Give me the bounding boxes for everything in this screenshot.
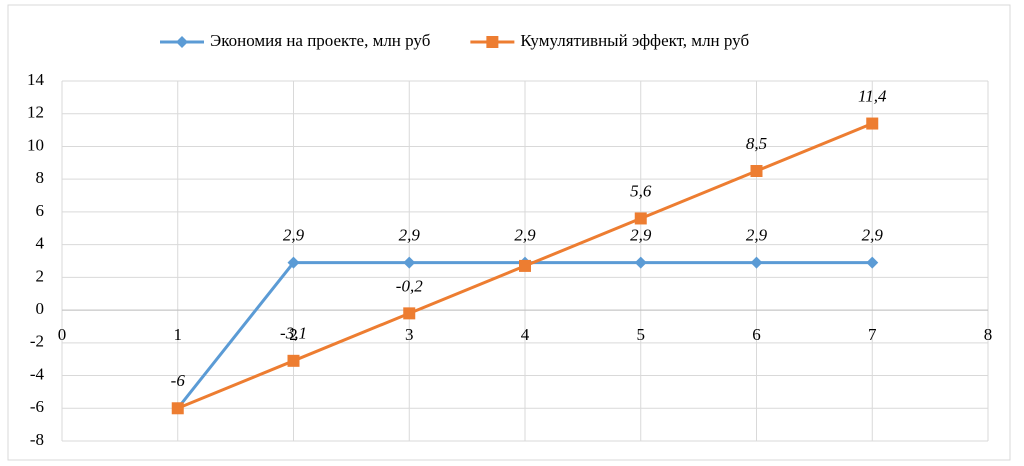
y-tick-label: -4 bbox=[30, 364, 45, 383]
data-label: 2,9 bbox=[514, 226, 536, 245]
chart-frame bbox=[7, 4, 1011, 461]
data-label: 11,4 bbox=[858, 86, 887, 105]
data-label: 8,5 bbox=[746, 134, 767, 153]
marker bbox=[634, 212, 647, 225]
data-label: 2,9 bbox=[862, 226, 884, 245]
marker bbox=[750, 256, 763, 269]
marker bbox=[866, 117, 879, 130]
marker bbox=[403, 256, 416, 269]
x-tick-label: 8 bbox=[984, 325, 993, 344]
data-label: -0,2 bbox=[396, 276, 423, 295]
marker bbox=[403, 307, 416, 320]
x-tick-label: 2 bbox=[289, 325, 298, 344]
y-tick-label: -2 bbox=[30, 332, 44, 351]
y-tick-label: 6 bbox=[36, 201, 45, 220]
data-label: 2,9 bbox=[283, 226, 305, 245]
x-tick-label: 0 bbox=[58, 325, 67, 344]
y-tick-label: 14 bbox=[27, 70, 45, 89]
marker bbox=[866, 256, 879, 269]
y-tick-label: 12 bbox=[27, 103, 44, 122]
marker bbox=[176, 36, 188, 48]
marker bbox=[486, 36, 499, 48]
x-tick-label: 1 bbox=[174, 325, 183, 344]
marker bbox=[287, 256, 300, 269]
y-tick-label: 0 bbox=[36, 299, 45, 318]
x-tick-label: 6 bbox=[752, 325, 761, 344]
x-tick-label: 4 bbox=[521, 325, 530, 344]
data-label: -6 bbox=[171, 371, 186, 390]
marker bbox=[634, 256, 647, 269]
marker bbox=[171, 402, 184, 415]
data-label: 5,6 bbox=[630, 181, 652, 200]
x-tick-label: 5 bbox=[637, 325, 646, 344]
y-tick-label: -6 bbox=[30, 397, 44, 416]
marker bbox=[287, 354, 300, 367]
y-tick-label: 8 bbox=[36, 168, 45, 187]
data-label: 2,9 bbox=[746, 226, 768, 245]
y-tick-label: 10 bbox=[27, 135, 44, 154]
data-label: 2,9 bbox=[399, 226, 421, 245]
marker bbox=[750, 165, 763, 177]
legend-label: Экономия на проекте, млн руб bbox=[210, 31, 430, 50]
x-tick-label: 7 bbox=[868, 325, 877, 344]
y-tick-label: -8 bbox=[30, 430, 44, 449]
y-tick-label: 4 bbox=[36, 234, 45, 253]
y-tick-label: 2 bbox=[36, 266, 45, 285]
data-label: -3,1 bbox=[280, 324, 307, 343]
data-label: 2,9 bbox=[630, 226, 652, 245]
legend-label: Кумулятивный эффект, млн руб bbox=[520, 31, 749, 50]
marker bbox=[519, 259, 531, 272]
x-tick-label: 3 bbox=[405, 325, 414, 344]
